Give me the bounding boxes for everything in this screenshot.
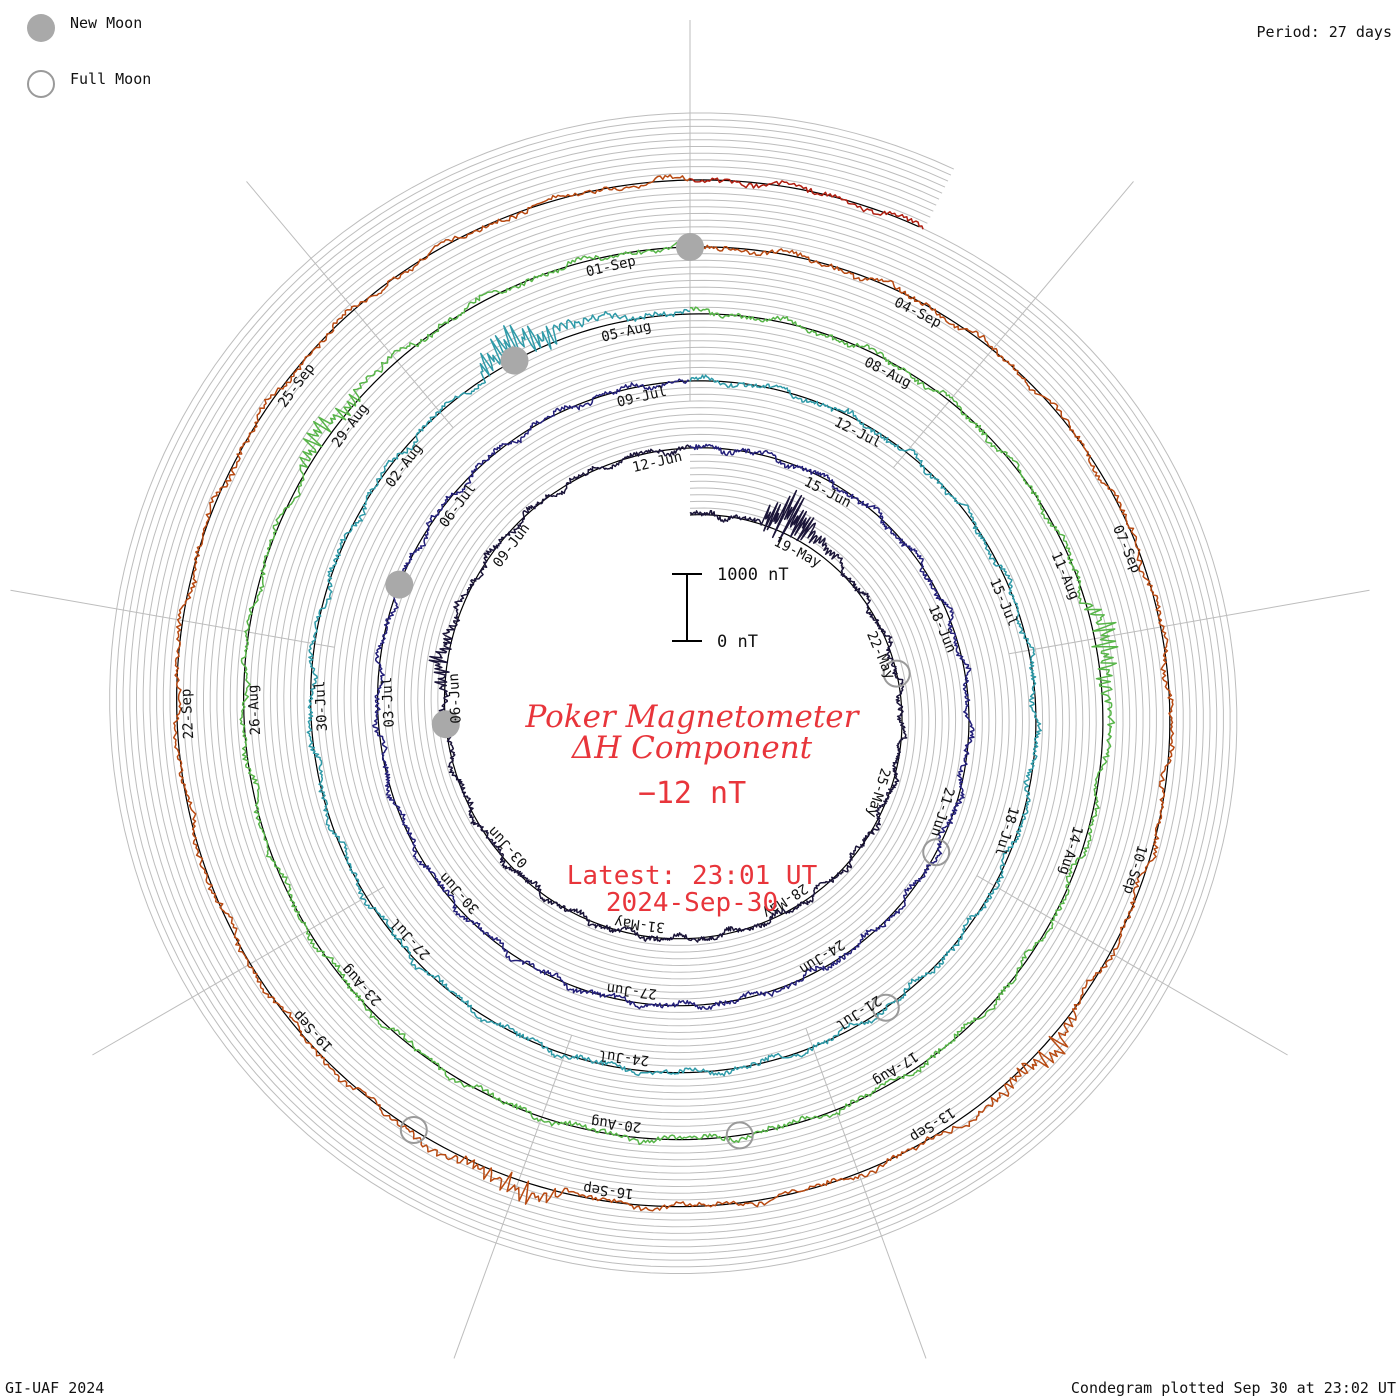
- trace-cycle: [239, 239, 1119, 1146]
- new-moon-marker: [500, 346, 529, 375]
- spokes-layer: [10, 20, 1370, 1359]
- scale-bar: 1000 nT 0 nT: [672, 565, 789, 652]
- legend-full-moon-label: Full Moon: [70, 70, 152, 88]
- moon-markers: [385, 233, 951, 1150]
- date-spoke: [10, 589, 335, 648]
- date-label: 16-Sep: [582, 1180, 634, 1202]
- grid-spiral: [136, 139, 1211, 1248]
- date-label: 24-Jul: [598, 1047, 650, 1069]
- date-label: 03-Jul: [379, 676, 398, 727]
- new-moon-marker: [676, 233, 704, 261]
- grid-spiral: [122, 125, 1224, 1261]
- legend-new-moon-label: New Moon: [70, 14, 143, 32]
- full-moon-marker: [882, 659, 911, 688]
- grid-spiral: [115, 119, 1231, 1268]
- baseline-path: [176, 179, 1171, 1208]
- full-moon-marker: [399, 1116, 428, 1144]
- grid-layer: [109, 112, 1238, 1274]
- date-spoke: [893, 181, 1134, 468]
- trace-cycle: [428, 444, 908, 943]
- grid-spiral: [169, 172, 1177, 1214]
- new-moon-marker: [431, 710, 460, 739]
- date-label: 22-May: [863, 629, 898, 682]
- trace-cycle: [689, 177, 924, 230]
- period-label: Period: 27 days: [1256, 23, 1392, 41]
- current-value: −12 nT: [638, 776, 746, 811]
- title-line-2: ΔH Component: [571, 730, 813, 766]
- date-spoke: [805, 1028, 927, 1359]
- grid-spiral: [156, 159, 1191, 1228]
- scale-bar-top-label: 1000 nT: [717, 565, 789, 585]
- title-block: Poker Magnetometer ΔH Component −12 nT L…: [525, 699, 861, 918]
- date-label: 20-Aug: [590, 1113, 642, 1135]
- date-label: 22-Sep: [178, 688, 197, 739]
- date-label: 18-Jun: [925, 603, 960, 656]
- grid-spiral: [129, 132, 1218, 1254]
- data-traces: [172, 174, 1175, 1212]
- new-moon-icon: [27, 14, 55, 42]
- grid-spiral: [149, 152, 1198, 1234]
- credit-label: GI-UAF 2024: [5, 1379, 105, 1397]
- date-spoke: [92, 886, 384, 1056]
- full-moon-marker: [922, 838, 951, 867]
- full-moon-marker: [725, 1121, 754, 1150]
- trace-cycle: [306, 308, 1042, 1077]
- plotted-label: Condegram plotted Sep 30 at 23:02 UT: [1070, 1379, 1396, 1397]
- date-label: 26-Aug: [245, 684, 264, 735]
- date-spoke: [453, 1035, 573, 1359]
- date-label: 31-May: [613, 913, 665, 935]
- date-spoke: [976, 875, 1288, 1056]
- grid-spiral: [162, 166, 1184, 1221]
- baseline-spiral: [176, 179, 1171, 1208]
- date-label: 30-Jul: [312, 680, 331, 731]
- new-moon-marker: [385, 570, 414, 599]
- title-line-1: Poker Magnetometer: [525, 699, 861, 735]
- date-spoke: [1008, 589, 1370, 655]
- full-moon-marker: [871, 993, 900, 1022]
- date-label: 06-Jun: [446, 673, 465, 724]
- full-moon-icon: [27, 70, 55, 98]
- date-spoke: [246, 181, 454, 429]
- latest-date: 2024-Sep-30: [606, 888, 778, 918]
- trace-cycle: [172, 174, 1175, 1212]
- latest-time: Latest: 23:01 UT: [567, 861, 818, 891]
- trace-cycle: [372, 378, 975, 1011]
- scale-bar-bottom-label: 0 nT: [717, 632, 758, 652]
- date-label: 27-Jun: [606, 980, 658, 1002]
- grid-spiral: [142, 146, 1204, 1241]
